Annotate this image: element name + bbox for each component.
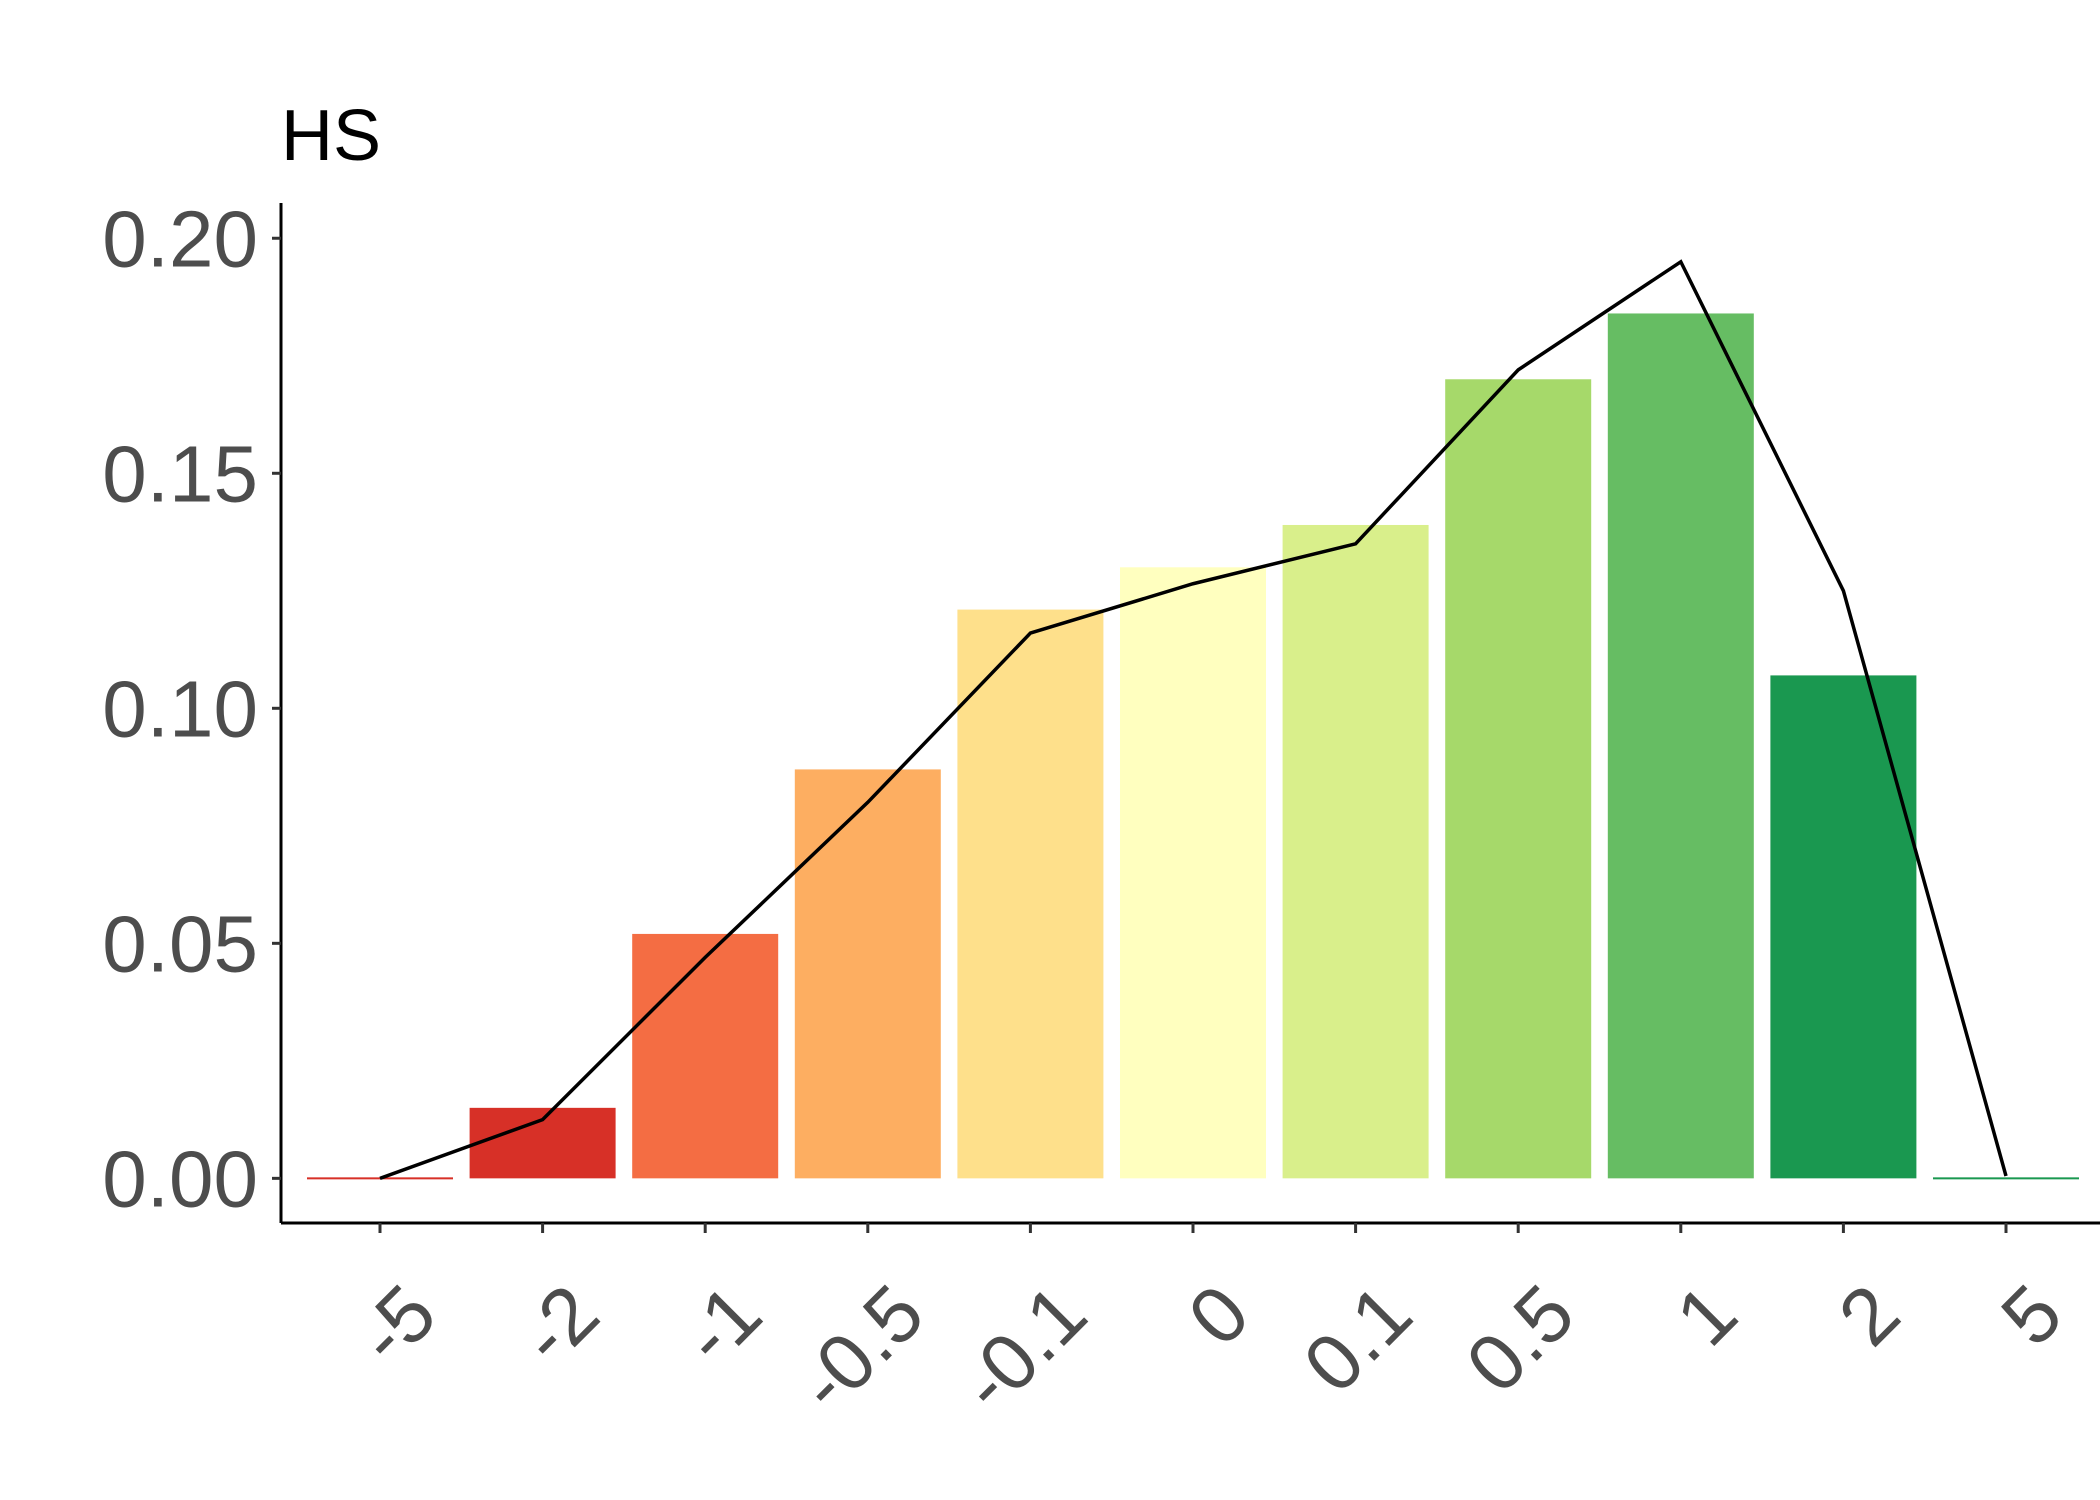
x-tick-label-5: 0 — [1171, 1268, 1265, 1362]
y-tick-label-0: 0.00 — [102, 1134, 258, 1223]
y-tick-label-4: 0.20 — [102, 194, 258, 283]
y-tick-label-3: 0.15 — [102, 429, 258, 518]
x-ticks-group: -5 -2 -1 -0.5 -0.1 0 0.1 0.5 1 2 5 — [340, 1223, 2079, 1428]
y-tick-label-1: 0.05 — [102, 899, 258, 988]
bar-9 — [1770, 675, 1917, 1179]
bar-4 — [957, 609, 1104, 1179]
x-tick-label-3: -0.5 — [780, 1268, 940, 1428]
x-tick-label-4: -0.1 — [943, 1268, 1103, 1428]
y-tick-label-2: 0.10 — [102, 664, 258, 753]
y-ticks-group: 0.00 0.05 0.10 0.15 0.20 — [102, 194, 281, 1223]
y-axis-title: HS — [281, 96, 381, 176]
line-group — [379, 259, 2008, 1180]
line-series — [379, 259, 2008, 1180]
x-tick-label-7: 0.5 — [1449, 1268, 1591, 1410]
x-tick-label-2: -1 — [665, 1268, 778, 1381]
x-tick-label-6: 0.1 — [1287, 1268, 1429, 1410]
bar-3 — [794, 769, 941, 1179]
bar-8 — [1607, 313, 1754, 1179]
x-tick-label-8: 1 — [1659, 1268, 1753, 1362]
bar-5 — [1120, 567, 1266, 1179]
x-tick-label-0: -5 — [340, 1268, 453, 1381]
bar-7 — [1445, 379, 1592, 1179]
bar-6 — [1282, 524, 1429, 1179]
bar-2 — [632, 933, 779, 1179]
x-tick-label-10: 5 — [1984, 1268, 2078, 1362]
x-tick-label-1: -2 — [502, 1268, 615, 1381]
x-tick-label-9: 2 — [1822, 1268, 1916, 1362]
bars-group — [307, 313, 2079, 1180]
bar-10 — [1933, 1177, 2079, 1180]
